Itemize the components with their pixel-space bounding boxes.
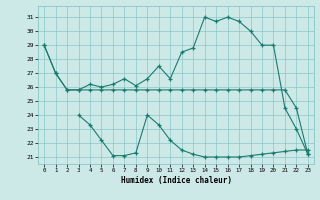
X-axis label: Humidex (Indice chaleur): Humidex (Indice chaleur) (121, 176, 231, 185)
